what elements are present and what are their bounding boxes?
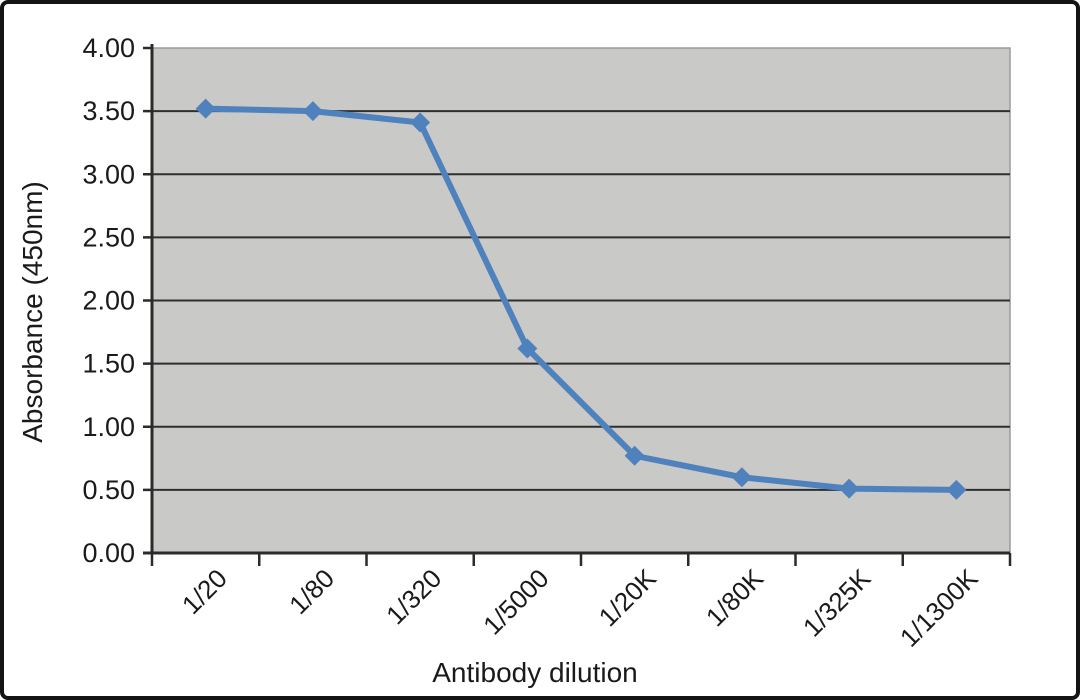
y-tick-label: 4.00 xyxy=(82,33,135,63)
data-point-marker xyxy=(410,112,431,133)
y-tick-label: 1.00 xyxy=(82,412,135,442)
y-tick-label: 2.50 xyxy=(82,222,135,252)
x-tick-label: 1/20K xyxy=(593,563,663,633)
x-tick-label: 1/325K xyxy=(797,563,877,643)
x-tick-label: 1/320 xyxy=(380,563,447,630)
data-point-marker xyxy=(946,479,967,500)
data-point-marker xyxy=(302,101,323,122)
y-tick-label: 3.50 xyxy=(82,96,135,126)
data-line xyxy=(202,105,960,493)
x-tick-label: 1/1300K xyxy=(894,563,984,653)
x-tick-label: 1/80K xyxy=(700,563,770,633)
y-tick-label: 3.00 xyxy=(82,159,135,189)
y-tick-label: 2.00 xyxy=(82,286,135,316)
y-tick-label: 0.00 xyxy=(82,538,135,568)
x-tick-label: 1/5000 xyxy=(477,563,554,640)
data-point-marker xyxy=(839,478,860,499)
data-point-marker xyxy=(517,338,538,359)
x-axis-title: Antibody dilution xyxy=(432,657,638,688)
data-point-marker xyxy=(195,98,216,119)
y-axis-title: Absorbance (450nm) xyxy=(17,181,48,443)
x-tick-label: 1/80 xyxy=(283,563,340,620)
data-point-marker xyxy=(731,467,752,488)
y-tick-label: 0.50 xyxy=(82,475,135,505)
x-tick-label: 1/20 xyxy=(176,563,233,620)
data-point-marker xyxy=(624,445,645,466)
y-tick-label: 1.50 xyxy=(82,349,135,379)
